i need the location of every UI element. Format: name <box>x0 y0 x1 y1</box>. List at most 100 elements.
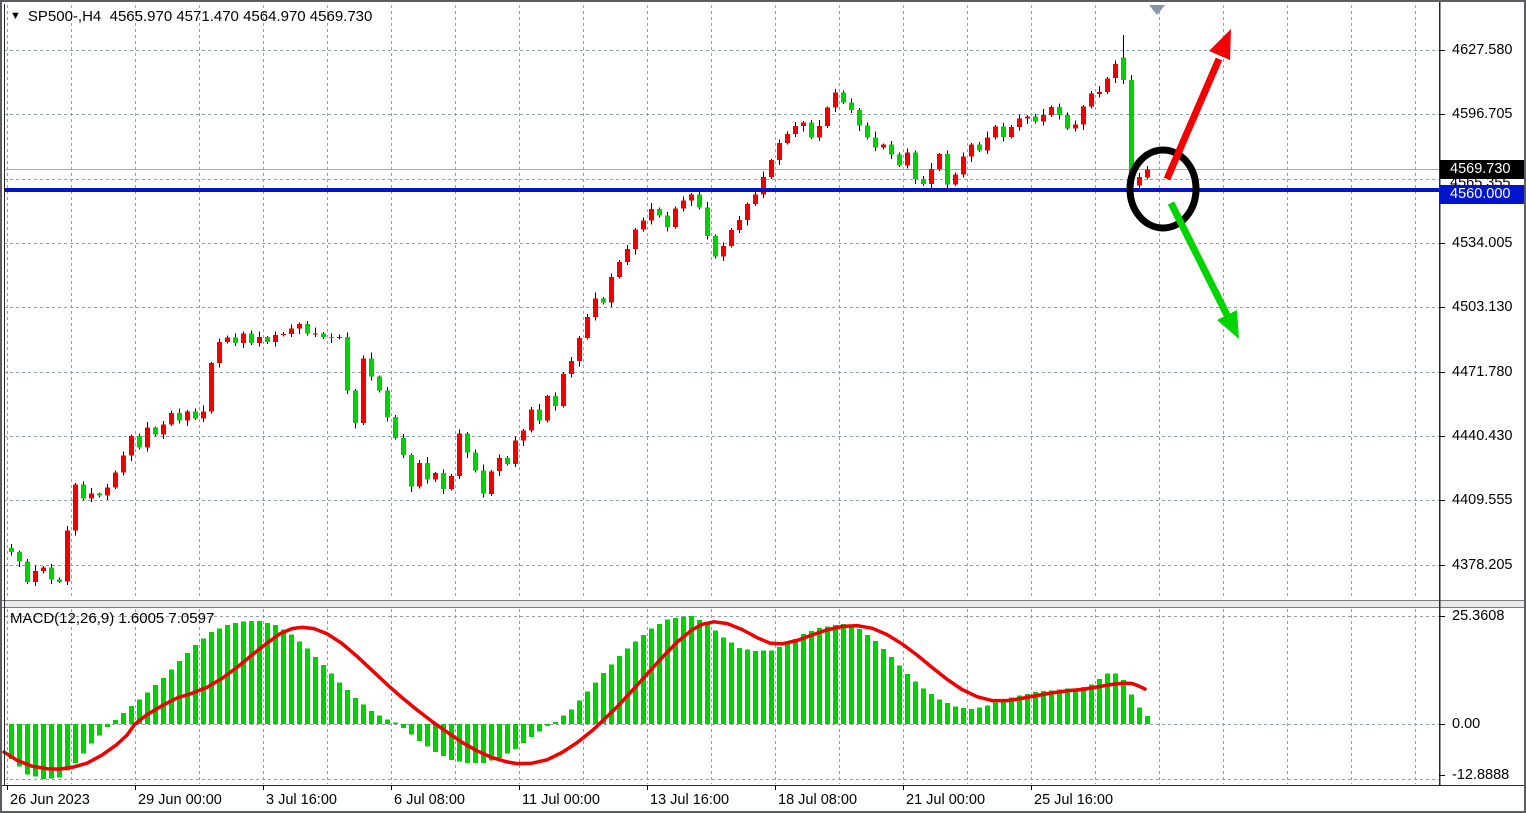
macd-histogram-bar <box>1089 684 1094 724</box>
macd-histogram-bar <box>425 724 430 747</box>
candle-body-down <box>441 473 446 490</box>
price-axis-label: 4596.705 <box>1452 106 1513 122</box>
macd-histogram-bar <box>121 713 126 724</box>
macd-histogram-bar <box>137 699 142 724</box>
macd-histogram-bar <box>513 724 518 750</box>
macd-histogram-bar <box>929 694 934 724</box>
candle-body-down <box>473 452 478 471</box>
candle-body-up <box>201 411 206 419</box>
candle-body-down <box>849 102 854 110</box>
macd-histogram-bar <box>505 724 510 754</box>
macd-histogram-bar <box>577 700 582 724</box>
macd-histogram-bar <box>953 706 958 724</box>
candle-body-up <box>1145 169 1150 178</box>
macd-histogram-bar <box>385 719 390 724</box>
panel-divider <box>4 601 1524 607</box>
price-axis-label: 4409.555 <box>1452 492 1513 508</box>
candle-body-up <box>1041 114 1046 122</box>
macd-histogram-bar <box>289 634 294 724</box>
bearish-arrow-annotation[interactable] <box>1167 201 1231 317</box>
candle-body-up <box>521 430 526 441</box>
candle-body-up <box>993 126 998 138</box>
candle-body-up <box>625 249 630 262</box>
candle-body-down <box>809 122 814 138</box>
symbol-dropdown-icon[interactable]: ▼ <box>10 10 21 22</box>
candle-body-up <box>225 337 230 342</box>
macd-histogram-bar <box>993 702 998 724</box>
macd-histogram-bar <box>553 721 558 724</box>
macd-histogram-bar <box>1113 673 1118 724</box>
candle-body-up <box>497 458 502 472</box>
candle-body-up <box>337 336 342 339</box>
highlight-circle-annotation[interactable] <box>1126 146 1200 232</box>
candle-body-up <box>737 219 742 230</box>
candle-body-down <box>889 144 894 155</box>
candle-body-up <box>281 334 286 336</box>
price-axis-label: 4534.005 <box>1452 235 1513 251</box>
bullish-arrow-head[interactable] <box>1209 29 1231 60</box>
macd-histogram-bar <box>1049 690 1054 724</box>
macd-histogram-bar <box>81 724 86 754</box>
macd-histogram-bar <box>753 650 758 724</box>
macd-histogram-bar <box>473 724 478 763</box>
candle-body-up <box>689 194 694 201</box>
candle-body-down <box>97 493 102 496</box>
macd-histogram-bar <box>617 655 622 724</box>
macd-histogram-bar <box>329 673 334 724</box>
candle-body-up <box>65 530 70 582</box>
macd-histogram-bar <box>321 665 326 724</box>
candle-body-up <box>417 463 422 487</box>
candle-body-up <box>273 335 278 342</box>
macd-histogram-bar <box>169 669 174 724</box>
candle-body-down <box>385 390 390 417</box>
macd-histogram-bar <box>209 632 214 724</box>
macd-signal-line <box>2 620 1147 771</box>
macd-histogram-bar <box>257 620 262 724</box>
macd-histogram-bar <box>1097 679 1102 724</box>
macd-histogram-bar <box>745 649 750 724</box>
candle-body-up <box>41 567 46 572</box>
macd-histogram-bar <box>593 682 598 724</box>
candle-body-up <box>1113 64 1118 79</box>
ohlc-readout: 4565.970 4571.470 4564.970 4569.730 <box>109 8 373 25</box>
macd-histogram-bar <box>905 674 910 724</box>
candle-body-up <box>185 411 190 421</box>
bullish-arrow-annotation[interactable] <box>1163 57 1223 181</box>
candle-body-up <box>969 144 974 157</box>
macd-histogram-bar <box>417 724 422 742</box>
macd-histogram-bar <box>1105 673 1110 724</box>
chart-title: ▼ SP500-,H4 4565.970 4571.470 4564.970 45… <box>10 8 372 25</box>
candle-body-down <box>177 412 182 421</box>
macd-histogram-bar <box>913 681 918 724</box>
candle-body-up <box>161 424 166 435</box>
candle-body-down <box>401 438 406 455</box>
macd-histogram-bar <box>1057 689 1062 724</box>
candle-body-down <box>9 548 14 553</box>
candle-body-up <box>1081 106 1086 125</box>
candle-body-down <box>1001 126 1006 137</box>
macd-histogram-bar <box>481 724 486 763</box>
macd-histogram-bar <box>1073 689 1078 724</box>
candle-body-up <box>577 337 582 361</box>
candle-body-up <box>801 122 806 127</box>
candle-body-up <box>561 374 566 406</box>
candle-body-down <box>897 154 902 166</box>
macd-histogram-bar <box>977 707 982 724</box>
candle-body-down <box>857 109 862 126</box>
macd-histogram-bar <box>1129 694 1134 724</box>
macd-histogram-bar <box>89 724 94 744</box>
macd-histogram-bar <box>1137 707 1142 724</box>
candle-body-down <box>945 154 950 185</box>
candle-body-up <box>721 245 726 257</box>
macd-histogram-bar <box>537 724 542 732</box>
macd-histogram-bar <box>873 640 878 724</box>
bearish-arrow-head[interactable] <box>1217 310 1239 339</box>
time-axis-label: 29 Jun 00:00 <box>138 792 222 808</box>
candle-body-up <box>73 484 78 531</box>
candle-body-up <box>457 433 462 476</box>
candle-body-down <box>841 92 846 103</box>
macd-histogram-bar <box>625 648 630 724</box>
macd-histogram-bar <box>545 724 550 727</box>
macd-histogram-bar <box>897 665 902 724</box>
